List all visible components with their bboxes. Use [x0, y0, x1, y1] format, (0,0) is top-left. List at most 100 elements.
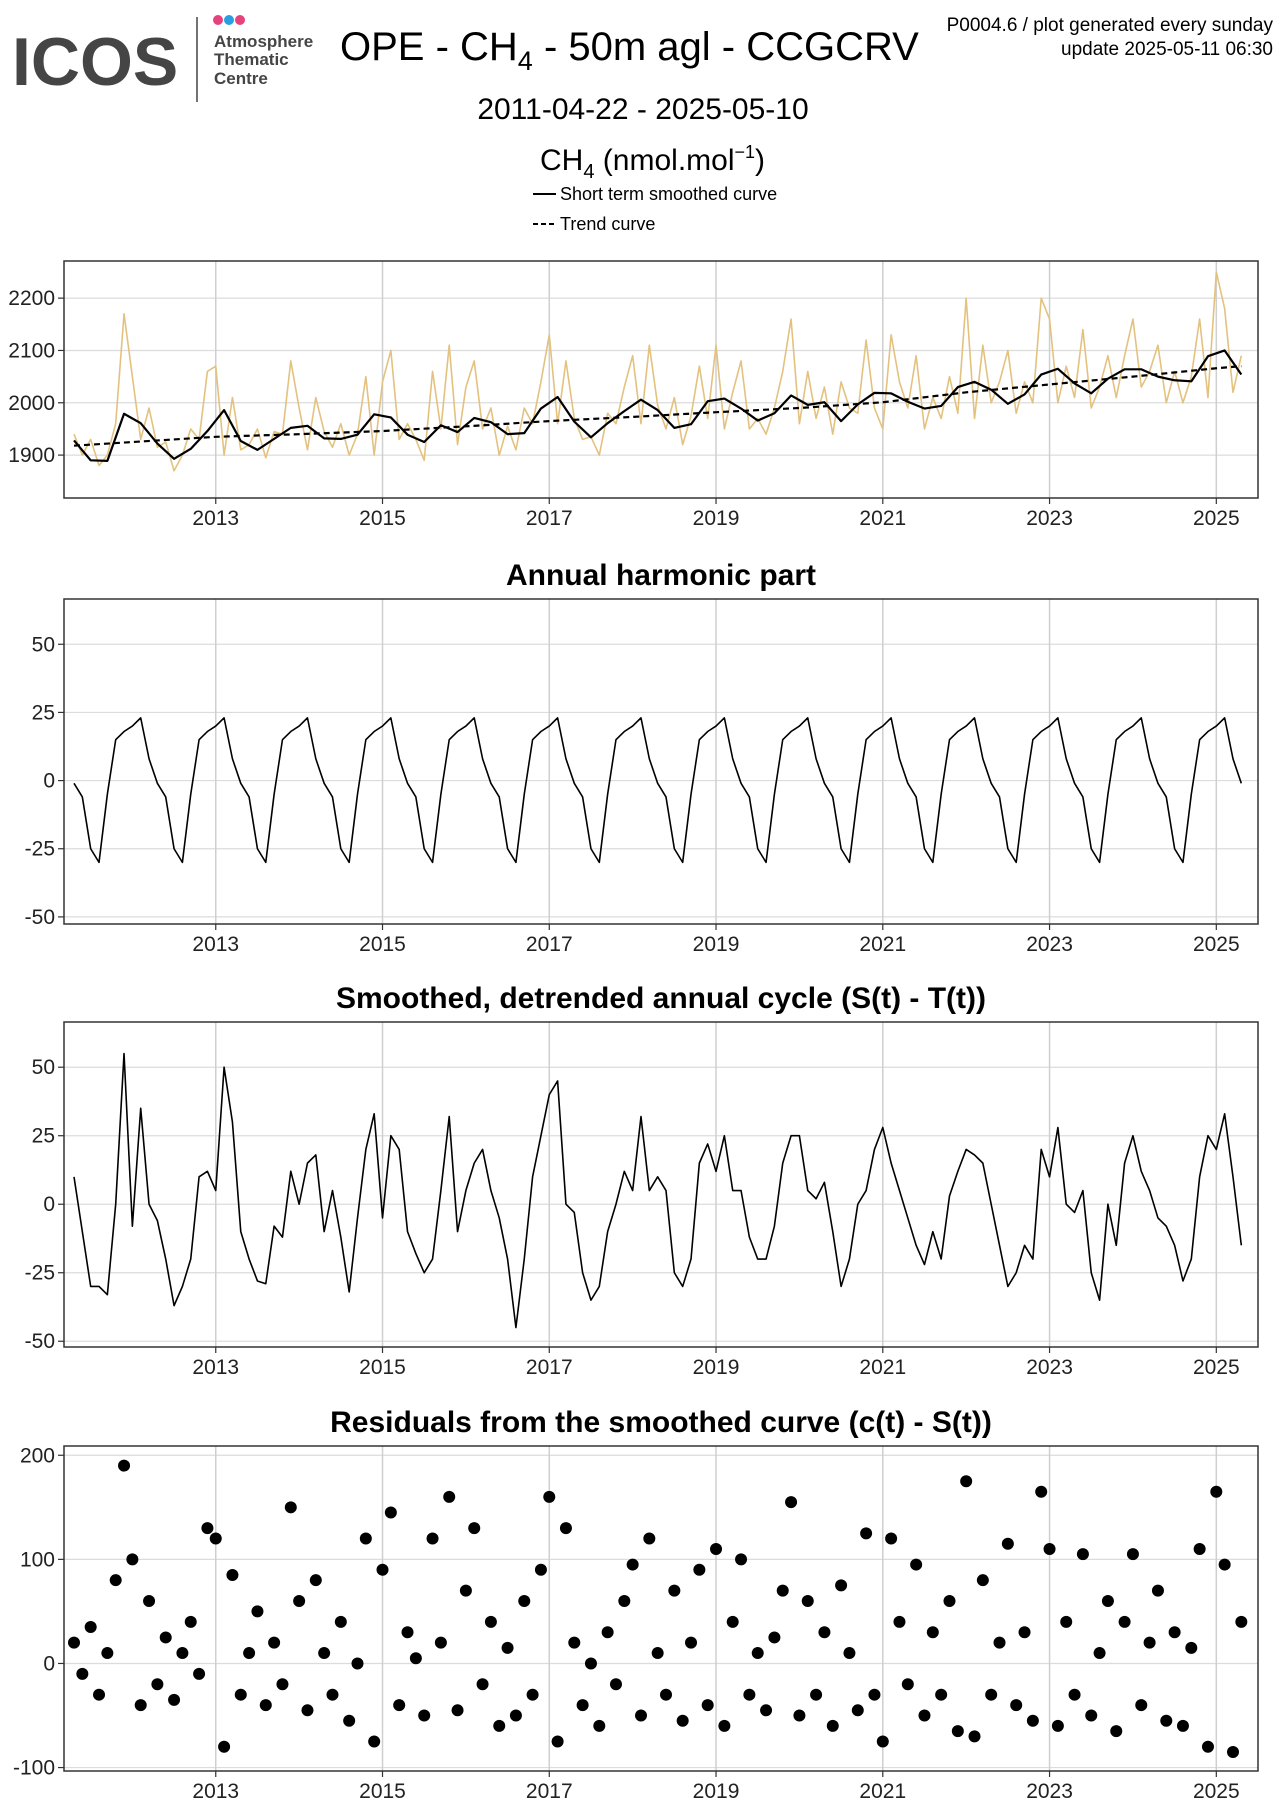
point — [493, 1719, 506, 1732]
point — [1193, 1542, 1206, 1555]
point — [443, 1490, 456, 1503]
point — [193, 1667, 206, 1680]
x-tick-label: 2021 — [859, 507, 906, 530]
x-tick-label: 2013 — [192, 1780, 239, 1800]
point — [951, 1725, 964, 1738]
point — [293, 1595, 306, 1608]
point — [976, 1574, 989, 1587]
point — [268, 1636, 281, 1649]
panel-title: Smoothed, detrended annual cycle (S(t) -… — [336, 982, 986, 1015]
point — [1085, 1709, 1098, 1722]
point — [1035, 1485, 1048, 1498]
x-tick-label: 2017 — [526, 933, 573, 956]
logo-sub: Atmosphere — [214, 32, 313, 51]
point — [735, 1553, 748, 1566]
point — [284, 1501, 297, 1514]
legend-label: Short term smoothed curve — [560, 184, 777, 204]
y-tick-label: 1900 — [8, 444, 55, 467]
point — [810, 1688, 823, 1701]
point — [509, 1709, 522, 1722]
y-tick-label: 0 — [43, 1193, 55, 1216]
point — [1076, 1548, 1089, 1561]
x-tick-label: 2015 — [359, 1356, 406, 1379]
x-tick-label: 2017 — [526, 507, 573, 530]
point — [643, 1532, 656, 1545]
point — [593, 1719, 606, 1732]
x-tick-label: 2021 — [859, 1356, 906, 1379]
point — [651, 1647, 664, 1660]
series-line — [73, 349, 1243, 462]
point — [84, 1621, 97, 1634]
series-line — [73, 717, 1243, 864]
x-tick-label: 2025 — [1193, 507, 1240, 530]
x-tick-label: 2019 — [693, 933, 740, 956]
x-tick-label: 2025 — [1193, 1356, 1240, 1379]
x-tick-label: 2015 — [359, 933, 406, 956]
point — [1018, 1626, 1031, 1639]
y-tick-label: -25 — [25, 1262, 55, 1285]
y-tick-label: -50 — [25, 1330, 55, 1353]
point — [184, 1615, 197, 1628]
x-tick-label: 2015 — [359, 507, 406, 530]
point — [559, 1522, 572, 1535]
point — [351, 1657, 364, 1670]
point — [768, 1631, 781, 1644]
point — [201, 1522, 214, 1535]
point — [601, 1626, 614, 1639]
y-tick-label: 25 — [32, 1125, 55, 1148]
x-tick-label: 2023 — [1026, 1780, 1073, 1800]
point — [359, 1532, 372, 1545]
series-line — [73, 365, 1242, 447]
legend-label: Trend curve — [560, 214, 655, 234]
point — [1001, 1537, 1014, 1550]
point — [1160, 1714, 1173, 1727]
point — [168, 1693, 181, 1706]
point — [1168, 1626, 1181, 1639]
point — [993, 1636, 1006, 1649]
x-tick-label: 2021 — [859, 933, 906, 956]
point — [985, 1688, 998, 1701]
point — [418, 1709, 431, 1722]
point — [243, 1647, 256, 1660]
point — [760, 1704, 773, 1717]
point — [276, 1678, 289, 1691]
page-title: OPE - CH4 - 50m agl - CCGCRV — [340, 25, 919, 76]
x-tick-label: 2023 — [1026, 507, 1073, 530]
point — [384, 1506, 397, 1519]
point — [176, 1647, 189, 1660]
point — [343, 1714, 356, 1727]
point — [1201, 1740, 1214, 1753]
point — [785, 1496, 798, 1509]
logo-dot — [213, 15, 223, 25]
x-tick-label: 2025 — [1193, 933, 1240, 956]
note: update 2025-05-11 06:30 — [1061, 39, 1273, 60]
series-group — [73, 1052, 1243, 1329]
point — [459, 1584, 472, 1597]
panel: 1900 2000 2100 2200 2013 2015 2017 2019 2021 2023… — [8, 142, 1259, 530]
logo-sub: Centre — [214, 69, 268, 88]
point — [1210, 1485, 1223, 1498]
plot-border — [63, 1021, 1259, 1348]
point — [401, 1626, 414, 1639]
point — [835, 1579, 848, 1592]
x-tick-label: 2017 — [526, 1780, 573, 1800]
point — [693, 1563, 706, 1576]
note: P0004.6 / plot generated every sunday — [947, 15, 1274, 36]
point — [1110, 1725, 1123, 1738]
point — [1218, 1558, 1231, 1571]
point — [1126, 1548, 1139, 1561]
point — [326, 1688, 339, 1701]
point — [518, 1595, 531, 1608]
y-tick-label: 0 — [43, 1652, 55, 1675]
point — [660, 1688, 673, 1701]
point — [568, 1636, 581, 1649]
point — [1185, 1641, 1198, 1654]
point — [334, 1615, 347, 1628]
label-part: CH — [540, 144, 583, 177]
y-tick-label: 2100 — [8, 339, 55, 362]
title-subscript: 4 — [518, 46, 533, 76]
point — [818, 1626, 831, 1639]
point — [1235, 1615, 1248, 1628]
point — [751, 1647, 764, 1660]
